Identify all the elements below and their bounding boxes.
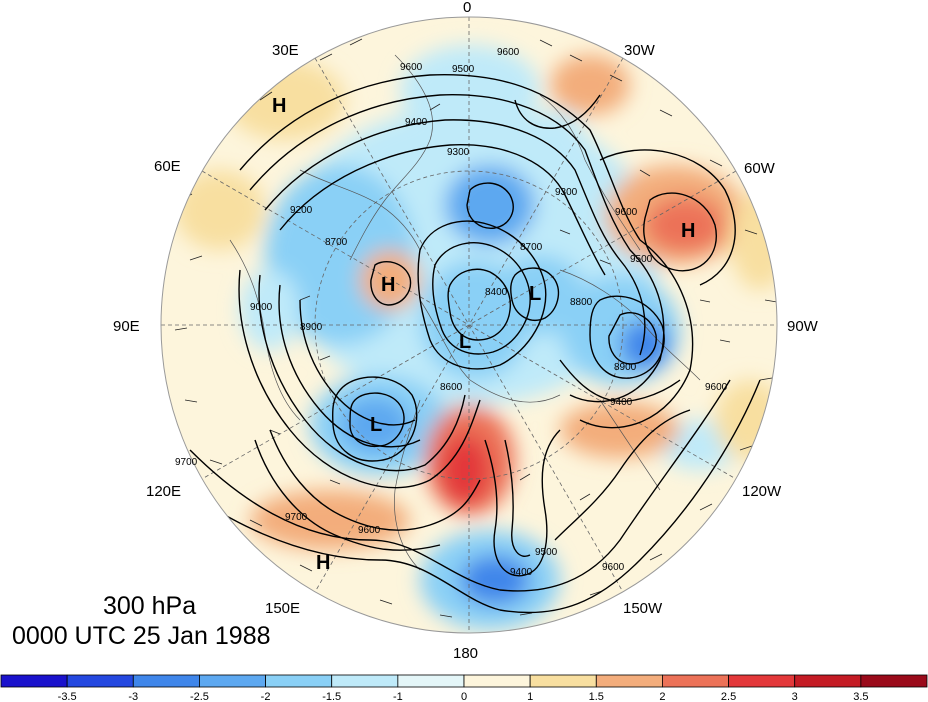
colorbar-box xyxy=(463,674,531,688)
colorbar-box xyxy=(728,674,796,688)
lon-label-60w: 60W xyxy=(744,160,776,177)
low-center-marker: L xyxy=(459,331,471,353)
contour-label: 9600 xyxy=(400,62,423,73)
contour-label: 9700 xyxy=(175,457,198,468)
lon-label-60e: 60E xyxy=(154,158,181,175)
colorbar-box xyxy=(595,674,663,688)
lon-label-30w: 30W xyxy=(624,42,656,59)
lon-label-120e: 120E xyxy=(146,483,181,500)
colorbar-tick-label: 2 xyxy=(659,691,665,702)
contour-label: 8400 xyxy=(485,287,508,298)
high-center-marker: H xyxy=(681,220,695,242)
colorbar-box xyxy=(529,674,597,688)
time-title: 0000 UTC 25 Jan 1988 xyxy=(12,622,271,650)
high-center-marker: H xyxy=(316,552,330,574)
colorbar-box xyxy=(199,674,266,688)
contour-label: 9300 xyxy=(447,147,470,158)
contour-labels: 9600 9600 9500 9400 9300 9200 9000 8900 … xyxy=(175,47,728,578)
lon-label-150e: 150E xyxy=(265,600,300,617)
contour-label: 8600 xyxy=(440,382,463,393)
colorbar-tick-label: -3 xyxy=(128,691,138,702)
low-center-marker: L xyxy=(370,414,382,436)
contour-label: 8900 xyxy=(614,362,637,373)
contour-label: 9400 xyxy=(610,397,633,408)
high-center-marker: H xyxy=(272,95,286,117)
low-center-marker: L xyxy=(529,283,541,305)
contour-label: 9600 xyxy=(497,47,520,58)
contour-label: 9300 xyxy=(555,187,578,198)
contour-label: 9600 xyxy=(602,562,625,573)
anomaly-shading xyxy=(161,17,777,633)
contour-label: 8700 xyxy=(325,237,348,248)
graticule xyxy=(161,17,777,633)
colorbar-tick-labels: -3.5 -3 -2.5 -2 -1.5 -1 0 1 1.5 2 2.5 3 3.5 xyxy=(58,691,869,702)
lon-label-90w: 90W xyxy=(787,318,819,335)
contour-label: 9600 xyxy=(615,207,638,218)
contour-label: 9500 xyxy=(452,64,475,75)
colorbar-tick-label: 1 xyxy=(527,691,533,702)
contour-label: 9500 xyxy=(535,547,558,558)
lon-label-30e: 30E xyxy=(272,42,299,59)
lon-label-180: 180 xyxy=(453,645,478,662)
colorbar-box xyxy=(662,674,729,688)
colorbar-tick-label: -3.5 xyxy=(58,691,77,702)
map-boundary xyxy=(160,16,778,634)
height-contours xyxy=(161,73,761,614)
contour-label: 9400 xyxy=(405,117,428,128)
lon-label-90e: 90E xyxy=(113,318,140,335)
longitude-labels: 0 180 30E 60E 90E 120E 150E 30W 60W 90W … xyxy=(113,0,819,662)
contour-label: 9700 xyxy=(285,512,308,523)
pressure-centers: H H H H L L L xyxy=(272,95,695,574)
colorbar-box xyxy=(0,674,68,688)
colorbar-box xyxy=(66,674,134,688)
contour-label: 8900 xyxy=(300,322,323,333)
colorbar-tick-label: -1 xyxy=(393,691,403,702)
colorbar-tick-label: 0 xyxy=(461,691,467,702)
contour-label: 9400 xyxy=(510,567,533,578)
coastlines xyxy=(229,54,701,571)
colorbar-tick-label: 3 xyxy=(792,691,798,702)
colorbar-box xyxy=(794,674,862,688)
colorbar-tick-label: -2.5 xyxy=(190,691,209,702)
colorbar-box xyxy=(860,674,928,688)
colorbar-box xyxy=(265,674,333,688)
colorbar-box xyxy=(132,674,200,688)
level-title: 300 hPa xyxy=(103,592,197,620)
colorbar-box xyxy=(331,674,399,688)
colorbar-tick-label: 3.5 xyxy=(853,691,868,702)
lon-label-120w: 120W xyxy=(742,483,782,500)
high-center-marker: H xyxy=(381,274,395,296)
contour-label: 9600 xyxy=(358,525,381,536)
colorbar-tick-label: -2 xyxy=(261,691,271,702)
lon-label-0: 0 xyxy=(463,0,471,16)
colorbar-boxes xyxy=(0,674,928,688)
contour-label: 9000 xyxy=(250,302,273,313)
lon-label-150w: 150W xyxy=(623,600,663,617)
contour-label: 8700 xyxy=(520,242,543,253)
colorbar-box xyxy=(397,674,465,688)
contour-label: 9600 xyxy=(705,382,728,393)
colorbar-tick-label: -1.5 xyxy=(322,691,341,702)
contour-label: 9500 xyxy=(630,254,653,265)
colorbar-tick-label: 2.5 xyxy=(721,691,736,702)
contour-label: 9200 xyxy=(290,205,313,216)
colorbar: -3.5 -3 -2.5 -2 -1.5 -1 0 1 1.5 2 2.5 3 3.5 xyxy=(0,674,928,702)
contour-label: 8800 xyxy=(570,297,593,308)
colorbar-tick-label: 1.5 xyxy=(589,691,604,702)
